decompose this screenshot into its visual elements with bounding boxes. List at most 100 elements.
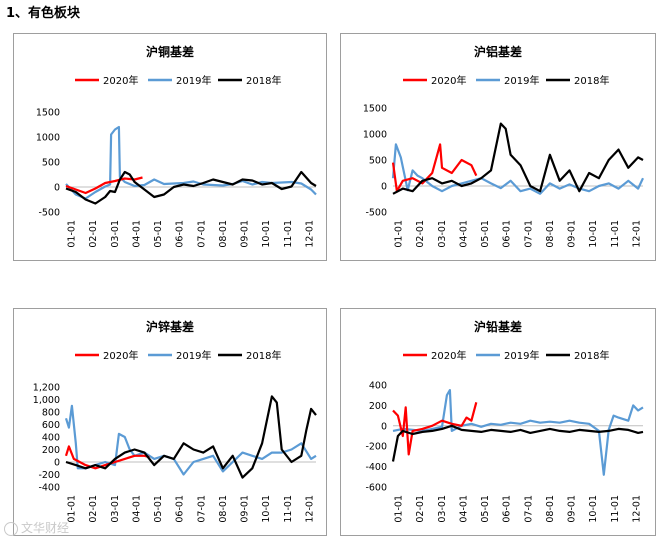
y-tick-label: -600: [365, 483, 387, 494]
x-tick-label: 01-01: [67, 495, 78, 523]
section-title: 1、有色板块: [6, 6, 81, 21]
x-tick-label: 12-01: [632, 495, 643, 523]
x-tick-label: 03-01: [110, 220, 121, 248]
legend-label: 2018年: [246, 349, 281, 362]
legend-label: 2020年: [431, 349, 466, 362]
x-tick-label: 07-01: [196, 220, 207, 248]
x-tick-label: 08-01: [218, 495, 229, 523]
x-tick-label: 05-01: [480, 220, 491, 248]
legend-label: 2019年: [176, 349, 211, 362]
x-tick-label: 07-01: [196, 495, 207, 523]
x-tick-label: 06-01: [175, 220, 186, 248]
x-tick-label: 08-01: [218, 220, 229, 248]
y-tick-label: -200: [38, 470, 60, 481]
y-tick-label: 0: [54, 183, 60, 194]
legend-label: 2019年: [504, 74, 539, 87]
x-tick-label: 09-01: [240, 495, 251, 523]
x-tick-label: 12-01: [305, 220, 316, 248]
chart-panel-lead: 沪铅基差 2020年 2019年 2018年 400 200 0 -200 -400 -600 01…: [340, 308, 656, 536]
x-tick-label: 03-01: [437, 220, 448, 248]
x-tick-label: 02-01: [415, 495, 426, 523]
legend-label: 2019年: [176, 74, 211, 87]
y-tick-label: 1500: [36, 108, 60, 119]
x-tick-label: 03-01: [110, 495, 121, 523]
chart-panel-zinc: 沪锌基差 2020年 2019年 2018年 1,200 1,000 800 600 400 20…: [13, 308, 327, 536]
x-tick-label: 07-01: [523, 220, 534, 248]
legend-label: 2018年: [574, 349, 609, 362]
legend-label: 2018年: [246, 74, 281, 87]
x-tick-label: 11-01: [283, 220, 294, 248]
x-tick-label: 08-01: [545, 220, 556, 248]
x-tick-label: 01-01: [67, 220, 78, 248]
x-tick-label: 04-01: [458, 495, 469, 523]
x-tick-label: 06-01: [502, 495, 513, 523]
x-tick-label: 04-01: [458, 220, 469, 248]
watermark-logo-icon: [4, 521, 18, 536]
x-tick-label: 06-01: [502, 220, 513, 248]
copper-basis-chart: 沪铜基差 2020年 2019年 2018年 1500 1000 500 0 -500 01-01…: [36, 44, 317, 248]
y-tick-label: 400: [42, 433, 60, 444]
y-tick-label: 800: [42, 408, 60, 419]
y-tick-label: -400: [38, 483, 60, 494]
y-tick-label: 0: [381, 182, 387, 193]
y-tick-label: 0: [54, 458, 60, 469]
x-tick-label: 09-01: [240, 220, 251, 248]
x-tick-label: 10-01: [588, 220, 599, 248]
series-line-2020年: [64, 445, 150, 470]
x-tick-label: 12-01: [632, 220, 643, 248]
x-tick-label: 01-01: [394, 495, 405, 523]
x-tick-label: 04-01: [131, 495, 142, 523]
watermark-text: 文华财经: [21, 521, 70, 535]
y-tick-label: 600: [42, 420, 60, 431]
x-tick-label: 09-01: [567, 220, 578, 248]
x-tick-label: 02-01: [88, 220, 99, 248]
series-line-2018年: [392, 122, 644, 195]
series-line-2018年: [65, 170, 317, 205]
series-line-2020年: [65, 176, 143, 195]
x-tick-label: 07-01: [523, 495, 534, 523]
y-tick-label: 1,000: [33, 395, 60, 406]
series-line-2019年: [392, 388, 644, 476]
y-tick-label: 0: [381, 421, 387, 432]
x-tick-label: 09-01: [567, 495, 578, 523]
chart-title: 沪锌基差: [146, 319, 194, 334]
series-line-2018年: [391, 424, 644, 462]
chart-title: 沪铅基差: [474, 319, 522, 334]
lead-basis-chart: 沪铅基差 2020年 2019年 2018年 400 200 0 -200 -400 -600 01…: [365, 319, 644, 523]
legend-label: 2018年: [574, 74, 609, 87]
watermark: 文华财经: [4, 519, 69, 536]
legend-label: 2020年: [103, 349, 138, 362]
x-tick-label: 10-01: [261, 220, 272, 248]
y-tick-label: -400: [365, 462, 387, 473]
aluminum-basis-chart: 沪铝基差 2020年 2019年 2018年 1500 1000 500 0 -500 01-01…: [363, 44, 644, 248]
x-tick-label: 12-01: [305, 495, 316, 523]
x-tick-label: 02-01: [415, 220, 426, 248]
y-tick-label: 1500: [363, 104, 387, 115]
y-tick-label: 500: [42, 158, 60, 169]
y-tick-label: 400: [369, 381, 387, 392]
chart-panel-aluminum: 沪铝基差 2020年 2019年 2018年 1500 1000 500 0 -500 01-01…: [340, 33, 656, 261]
series-line-2019年: [391, 143, 644, 195]
y-tick-label: 200: [369, 401, 387, 412]
legend-label: 2020年: [431, 74, 466, 87]
legend-label: 2020年: [103, 74, 138, 87]
x-tick-label: 05-01: [153, 495, 164, 523]
x-tick-label: 06-01: [175, 495, 186, 523]
x-tick-label: 10-01: [261, 495, 272, 523]
chart-title: 沪铜基差: [146, 44, 194, 59]
y-tick-label: -500: [365, 208, 387, 219]
x-tick-label: 01-01: [394, 220, 405, 248]
y-tick-label: 1,200: [33, 383, 60, 394]
y-tick-label: 200: [42, 445, 60, 456]
y-tick-label: -200: [365, 442, 387, 453]
x-tick-label: 11-01: [610, 220, 621, 248]
series-line-2018年: [65, 395, 317, 479]
y-tick-label: -500: [38, 208, 60, 219]
x-tick-label: 02-01: [88, 495, 99, 523]
x-tick-label: 11-01: [610, 495, 621, 523]
x-tick-label: 05-01: [480, 495, 491, 523]
legend-label: 2019年: [504, 349, 539, 362]
series-line-2020年: [391, 143, 478, 193]
x-tick-label: 11-01: [283, 495, 294, 523]
